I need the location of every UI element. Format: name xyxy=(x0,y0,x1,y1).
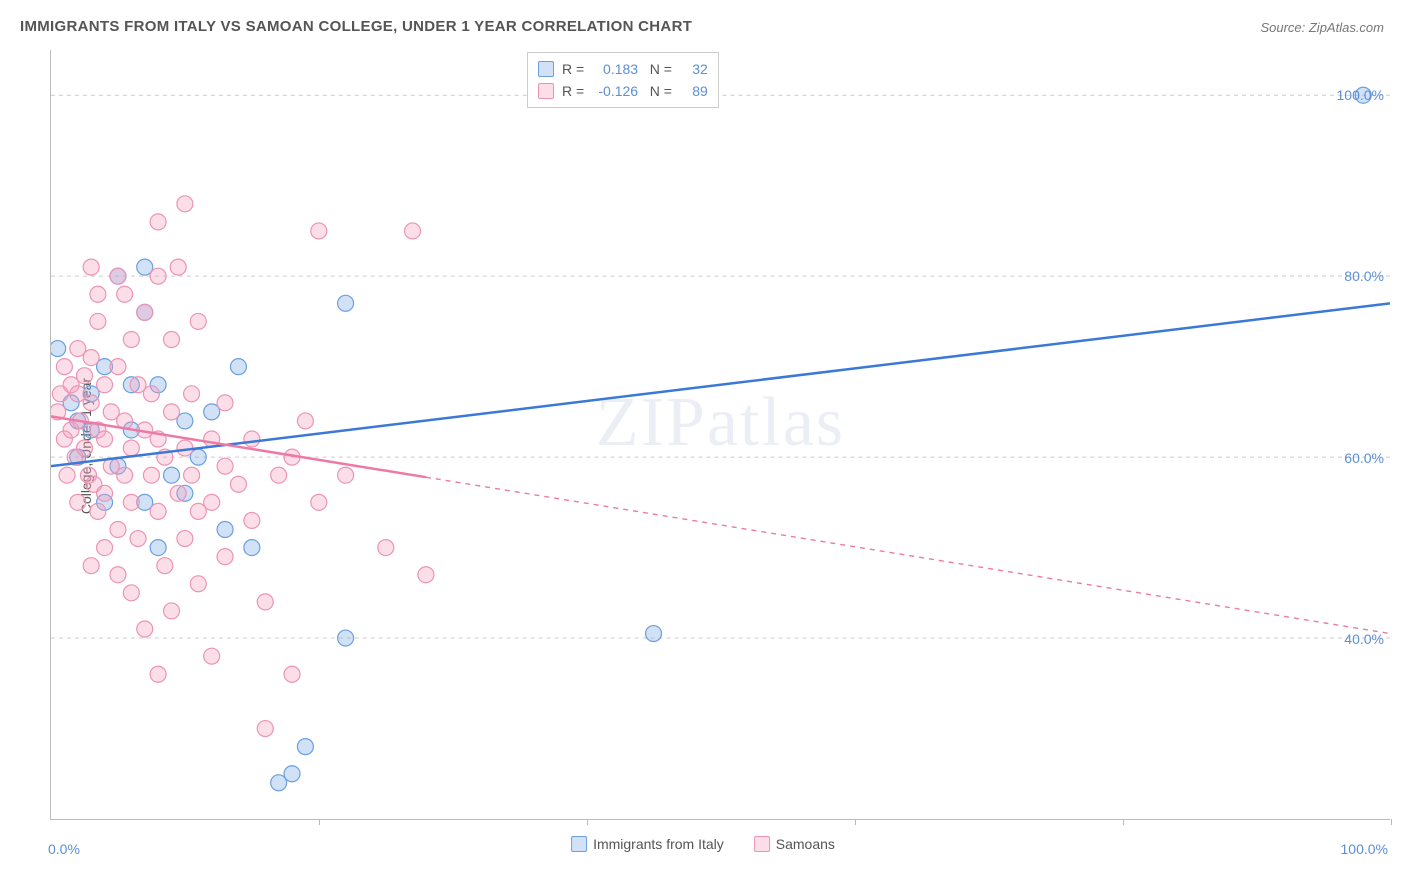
legend-swatch xyxy=(571,836,587,852)
bottom-legend: Immigrants from Italy Samoans xyxy=(571,836,835,852)
x-tick xyxy=(587,819,588,825)
y-tick-label: 100.0% xyxy=(1337,87,1384,103)
x-tick xyxy=(855,819,856,825)
bottom-legend-label: Samoans xyxy=(776,836,835,852)
bottom-legend-item: Samoans xyxy=(754,836,835,852)
y-tick-label: 40.0% xyxy=(1344,631,1384,647)
legend-swatch xyxy=(538,61,554,77)
legend-swatch xyxy=(538,83,554,99)
x-tick xyxy=(319,819,320,825)
x-tick-left: 0.0% xyxy=(48,841,80,857)
source-name: ZipAtlas.com xyxy=(1309,20,1384,35)
legend-stats: R = 0.183 N = 32 xyxy=(562,61,708,77)
source-label: Source: ZipAtlas.com xyxy=(1260,20,1384,35)
x-tick-right: 100.0% xyxy=(1341,841,1388,857)
bottom-legend-label: Immigrants from Italy xyxy=(593,836,724,852)
y-tick-label: 60.0% xyxy=(1344,450,1384,466)
legend-stats: R = -0.126 N = 89 xyxy=(562,83,708,99)
plot-area: ZIPatlas 40.0%60.0%80.0%100.0% xyxy=(50,50,1390,820)
y-tick-label: 80.0% xyxy=(1344,268,1384,284)
legend-row: R = -0.126 N = 89 xyxy=(538,80,708,102)
chart-title: IMMIGRANTS FROM ITALY VS SAMOAN COLLEGE,… xyxy=(20,18,692,35)
plot-svg xyxy=(51,50,1390,819)
x-tick xyxy=(1123,819,1124,825)
source-prefix: Source: xyxy=(1260,20,1308,35)
x-tick xyxy=(1391,819,1392,825)
bottom-legend-item: Immigrants from Italy xyxy=(571,836,724,852)
legend-row: R = 0.183 N = 32 xyxy=(538,58,708,80)
legend-swatch xyxy=(754,836,770,852)
legend-box: R = 0.183 N = 32 R = -0.126 N = 89 xyxy=(527,52,719,108)
